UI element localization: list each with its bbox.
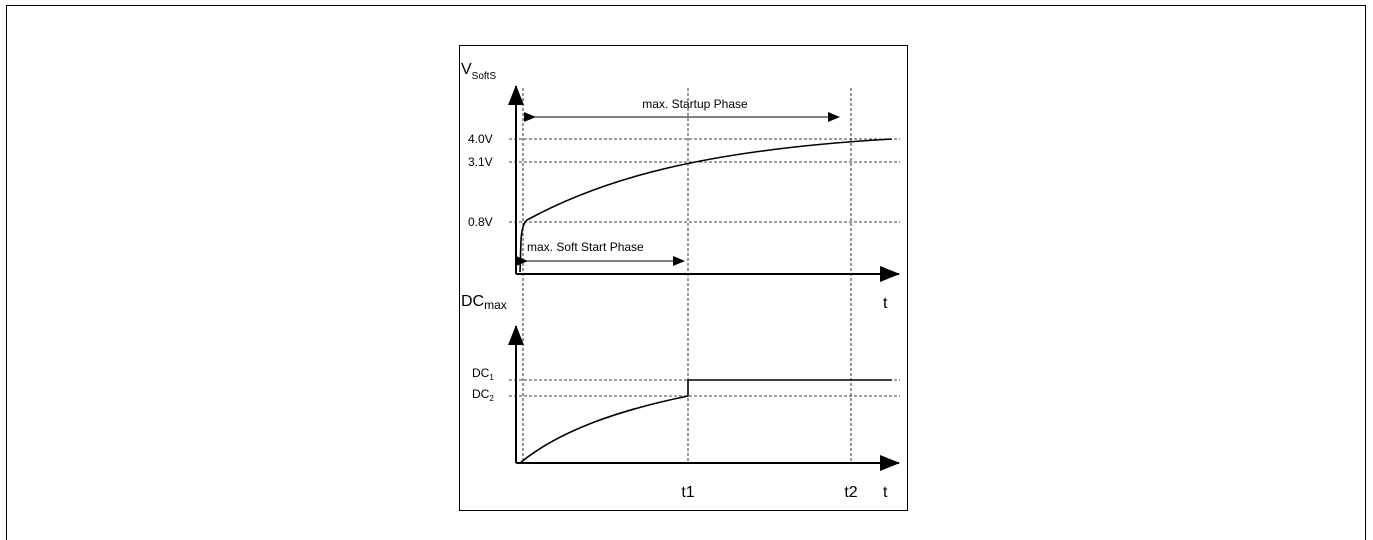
page-frame (6, 5, 1366, 540)
bottom-plot: DCmax DC1 DC2 t1 t2 t (461, 293, 900, 501)
dc1-label: DC1 (472, 366, 494, 382)
top-y-symbol: VSoftS (461, 61, 496, 82)
startup-phase-label: max. Startup Phase (642, 97, 748, 111)
level-4v-label: 4.0V (468, 132, 493, 146)
dcmax-curve (519, 379, 892, 464)
soft-start-phase-label: max. Soft Start Phase (527, 240, 644, 254)
top-x-label: t (883, 295, 888, 312)
t2-label: t2 (844, 484, 857, 501)
level-0v8-label: 0.8V (468, 215, 493, 229)
figure-frame (459, 45, 908, 511)
top-plot: VSoftS max. Startup Phase max. Soft Star… (461, 61, 900, 312)
level-3v1-label: 3.1V (468, 155, 493, 169)
dc2-label: DC2 (472, 387, 494, 403)
bottom-x-label: t (883, 484, 888, 501)
vsofts-curve (519, 138, 893, 273)
t1-label: t1 (681, 484, 694, 501)
bottom-y-symbol: DCmax (461, 293, 507, 312)
